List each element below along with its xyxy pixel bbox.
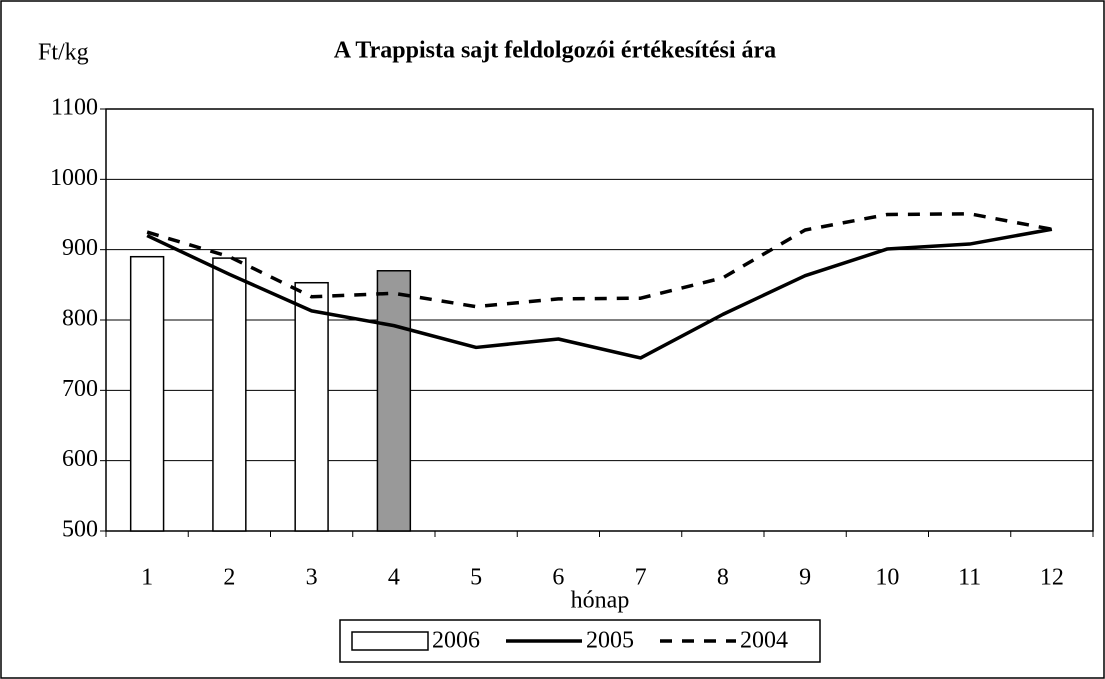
x-tick-label: 5 xyxy=(470,565,482,591)
x-tick-label: 2 xyxy=(223,565,235,591)
bar xyxy=(129,255,165,532)
x-tick-label: 4 xyxy=(388,565,400,591)
legend-label: 2006 xyxy=(432,628,480,654)
y-tick-label: 1100 xyxy=(51,95,98,121)
bar xyxy=(212,257,247,532)
x-tick-label: 12 xyxy=(1040,565,1064,591)
x-tick-label: 10 xyxy=(875,565,899,591)
x-tick-label: 7 xyxy=(635,565,647,591)
x-tick-label: 3 xyxy=(306,565,318,591)
y-tick-label: 700 xyxy=(62,376,98,402)
x-tick-label: 8 xyxy=(717,565,729,591)
y-axis-label: Ft/kg xyxy=(38,40,89,66)
x-tick-label: 9 xyxy=(799,565,811,591)
y-tick-label: 800 xyxy=(62,306,98,332)
bar xyxy=(376,270,412,532)
x-tick-label: 11 xyxy=(958,565,981,591)
chart-title: A Trappista sajt feldolgozói értékesítés… xyxy=(334,38,776,64)
legend-label: 2004 xyxy=(740,628,788,654)
y-tick-label: 1000 xyxy=(50,165,98,191)
line-series xyxy=(146,227,1053,360)
y-tick-label: 600 xyxy=(62,446,98,472)
legend-swatch xyxy=(351,631,429,651)
y-tick-label: 900 xyxy=(62,235,98,261)
x-axis-label: hónap xyxy=(571,588,630,614)
legend: 2006 2005 2004 xyxy=(339,619,821,663)
bar xyxy=(294,281,329,532)
line-series xyxy=(146,212,1053,309)
x-tick-label: 6 xyxy=(552,565,564,591)
legend-label: 2005 xyxy=(586,628,634,654)
x-tick-label: 1 xyxy=(141,565,153,591)
y-tick-label: 500 xyxy=(62,517,98,543)
